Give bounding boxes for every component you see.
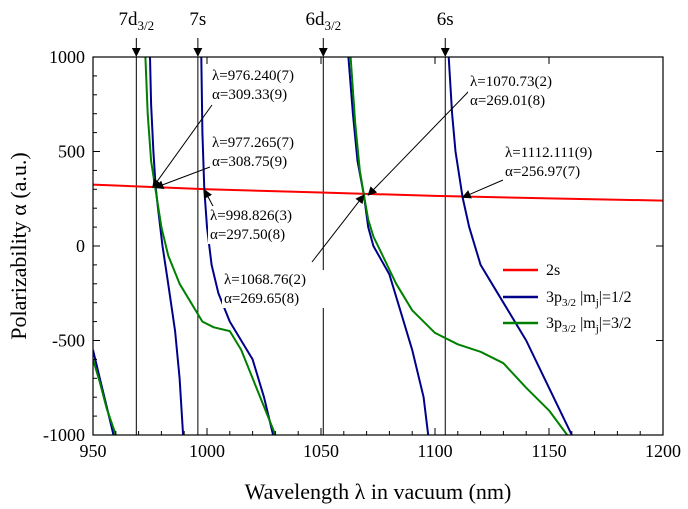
annotation-wavelength: λ=1068.76(2): [224, 272, 306, 288]
annotation: λ=998.826(3) α=297.50(8): [203, 188, 320, 244]
series-line: [200, 57, 275, 435]
y-axis-label: Polarizability α (a.u.): [6, 152, 31, 339]
x-tick-label: 1200: [645, 441, 681, 461]
annotation-background: [468, 72, 580, 110]
x-tick-label: 1000: [189, 441, 225, 461]
annotation-arrow: [461, 179, 504, 199]
annotations: λ=976.240(7) α=309.33(9) λ=977.265(7) α=308…: [152, 66, 615, 308]
y-tick-label: -500: [52, 331, 85, 351]
y-tick-label: 500: [58, 142, 85, 162]
legend: 2s 3p3/2 |mj|=1/2 3p3/2 |mj|=3/2: [503, 262, 631, 335]
y-tick-label: 0: [76, 236, 85, 256]
annotation-arrow: [311, 194, 365, 263]
annotation-background: [208, 206, 320, 244]
annotation: λ=977.265(7) α=308.75(9): [154, 133, 322, 189]
axis-ticks: 950 1000 1050 1100 1150 1200 -1000 -500 0 500 1000: [43, 47, 681, 461]
annotation-arrow: [152, 104, 213, 189]
y-tick-label: 1000: [49, 47, 85, 67]
legend-label: 3p3/2 |mj|=1/2: [546, 289, 631, 309]
annotation-wavelength: λ=1070.73(2): [470, 74, 552, 90]
annotation-polarizability: α=269.01(8): [470, 93, 545, 109]
annotation-polarizability: α=309.33(9): [212, 87, 287, 103]
legend-label: 2s: [546, 262, 560, 279]
annotation: λ=1068.76(2) α=269.65(8): [222, 194, 365, 308]
x-tick-label: 950: [80, 441, 107, 461]
y-tick-label: -1000: [43, 425, 85, 445]
annotation-arrow: [203, 188, 215, 209]
annotation: λ=1070.73(2) α=269.01(8): [367, 72, 580, 196]
annotation-arrow: [154, 166, 211, 189]
resonance-label: 6d3/2: [305, 9, 341, 33]
annotation-wavelength: λ=1112.111(9): [505, 145, 592, 161]
resonance-label: 7s: [189, 9, 206, 30]
annotation: λ=976.240(7) α=309.33(9): [152, 66, 322, 189]
annotation-wavelength: λ=977.265(7): [212, 135, 294, 151]
annotation-polarizability: α=297.50(8): [210, 227, 285, 243]
resonance-label: 6s: [437, 9, 454, 30]
annotation-polarizability: α=269.65(8): [224, 291, 299, 307]
resonance-lines: 7d3/2 7s 6d3/2 6s: [119, 9, 454, 435]
annotation-arrow: [367, 89, 471, 196]
series-line: [349, 57, 569, 435]
annotation-polarizability: α=308.75(9): [212, 154, 287, 170]
legend-label: 3p3/2 |mj|=3/2: [546, 315, 631, 335]
series-line: [347, 57, 430, 435]
series-line: [149, 57, 185, 435]
x-tick-label: 1150: [531, 441, 566, 461]
resonance-label: 7d3/2: [119, 9, 155, 33]
annotation-polarizability: α=256.97(7): [505, 164, 580, 180]
annotation-background: [222, 270, 334, 308]
series-line: [93, 183, 663, 202]
annotation-wavelength: λ=998.826(3): [210, 208, 292, 224]
series-line: [447, 57, 573, 435]
annotation-background: [210, 66, 322, 104]
annotation: λ=1112.111(9) α=256.97(7): [461, 143, 615, 199]
x-tick-label: 1050: [303, 441, 339, 461]
annotation-background: [210, 133, 322, 171]
x-tick-label: 1100: [417, 441, 452, 461]
annotation-wavelength: λ=976.240(7): [212, 68, 294, 84]
series-line: [144, 57, 277, 435]
series-line: [93, 359, 117, 435]
series-lines: [93, 57, 663, 435]
annotation-background: [503, 143, 615, 181]
x-axis-label: Wavelength λ in vacuum (nm): [245, 479, 512, 504]
